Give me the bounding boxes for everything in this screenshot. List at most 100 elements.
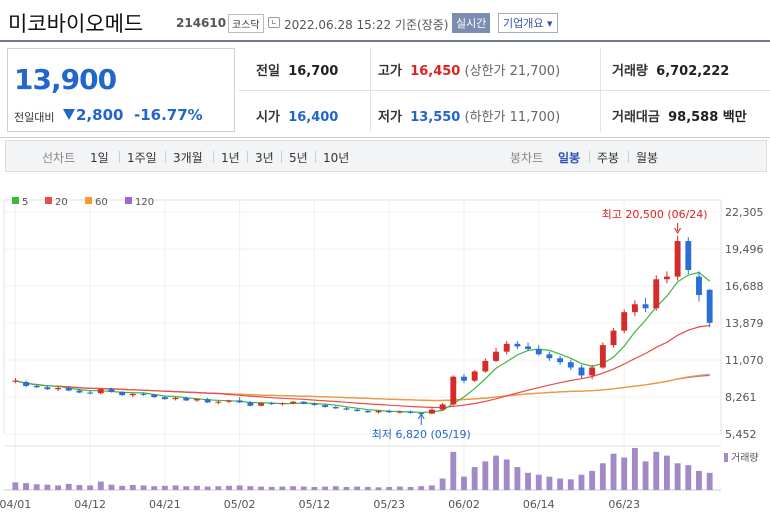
candle-body <box>525 346 532 350</box>
volume-bar <box>364 486 371 490</box>
volume-bar <box>621 457 628 490</box>
candle-body <box>589 367 596 376</box>
candle-body <box>396 411 403 413</box>
candle-body <box>653 279 660 309</box>
volume-bar <box>535 474 542 490</box>
low-annotation: 최저 6,820 (05/19) <box>372 428 471 441</box>
volume-bar <box>450 451 457 490</box>
x-tick-label: 05/23 <box>373 498 405 511</box>
volume-bar <box>290 486 297 490</box>
volume-bar <box>557 478 564 490</box>
candle-body <box>685 241 692 271</box>
timestamp: 2022.06.28 15:22 기준(장중) <box>284 18 449 32</box>
volume-bar <box>642 461 649 490</box>
x-tick-label: 06/14 <box>523 498 555 511</box>
candle-body <box>311 403 318 406</box>
candle-weekly[interactable]: 주봉 <box>597 151 620 165</box>
divider <box>238 90 770 91</box>
high-annotation: 최고 20,500 (06/24) <box>602 208 708 221</box>
volume-bar <box>578 474 585 490</box>
ma-5-line <box>15 271 711 413</box>
x-tick-label: 04/21 <box>149 498 181 511</box>
candle-body <box>364 410 371 413</box>
period-10y[interactable]: 10년 <box>323 151 350 165</box>
period-1w[interactable]: 1주일 <box>127 151 157 165</box>
volume-bar <box>375 487 382 490</box>
separator <box>213 151 214 163</box>
current-price: 13,900 <box>14 63 117 96</box>
y-tick-label: 13,879 <box>725 317 764 330</box>
candle-body <box>236 400 243 403</box>
volume-bar <box>396 486 403 490</box>
volume-bar <box>354 486 361 490</box>
high-arrow-head <box>674 227 682 234</box>
volume-bar <box>482 461 489 490</box>
period-3y[interactable]: 3년 <box>255 151 274 165</box>
volume-label: 거래량 <box>731 452 759 464</box>
candle-body <box>461 376 467 381</box>
candle-body <box>631 304 638 313</box>
volume-bar <box>247 486 254 490</box>
candle-body <box>129 393 136 396</box>
volume-bar <box>161 485 168 490</box>
volume-bar <box>407 486 414 490</box>
volume-bar <box>503 459 510 490</box>
volume-bar <box>653 451 660 490</box>
candle-body <box>546 354 553 359</box>
volume-bar <box>226 485 232 490</box>
high-value: 16,450 <box>410 64 461 79</box>
candle-body <box>428 409 435 414</box>
low-price: 저가 13,550 (하한가 11,700) <box>378 106 560 125</box>
upper-limit: (상한가 21,700) <box>464 64 561 79</box>
separator <box>315 151 316 163</box>
x-tick-label: 05/12 <box>299 498 331 511</box>
volume-bar <box>631 448 638 490</box>
volume-bar <box>204 486 211 490</box>
separator <box>119 151 120 163</box>
volume-bar <box>471 467 478 490</box>
candle-body <box>663 276 670 280</box>
candle-body <box>503 343 510 352</box>
candle-daily[interactable]: 일봉 <box>558 151 581 165</box>
period-1y[interactable]: 1년 <box>221 151 240 165</box>
volume-bar <box>97 481 104 490</box>
open-label: 시가 <box>256 110 280 125</box>
candle-body <box>76 390 83 393</box>
candle-body <box>642 304 649 309</box>
period-1d[interactable]: 1일 <box>90 151 109 165</box>
company-info-dropdown[interactable]: 기업개요 ▾ <box>498 13 558 33</box>
ma-20-line <box>15 324 710 409</box>
candle-body <box>12 380 19 382</box>
volume-bar <box>696 470 702 490</box>
stock-name: 미코바이오메드 <box>8 12 144 36</box>
open-price: 시가 16,400 <box>256 106 338 125</box>
candle-body <box>161 397 168 400</box>
candle-body <box>97 389 104 394</box>
open-value: 16,400 <box>288 110 339 125</box>
separator <box>628 151 629 163</box>
candle-body <box>44 387 51 390</box>
period-3m[interactable]: 3개월 <box>173 151 203 165</box>
period-5y[interactable]: 5년 <box>289 151 308 165</box>
volume-bar <box>428 485 435 490</box>
volume-bar <box>343 486 350 490</box>
x-tick-label: 06/02 <box>448 498 480 511</box>
down-triangle-icon <box>63 109 75 120</box>
candle-body <box>696 276 702 296</box>
volume-bar <box>76 485 83 490</box>
volume-bar <box>589 470 596 490</box>
candle-body <box>258 403 264 406</box>
volume-bar <box>87 485 94 490</box>
volume-bar <box>663 455 670 490</box>
candle-body <box>674 241 681 277</box>
volume-bar <box>300 486 307 490</box>
price-box: 13,900 전일대비 2,800 -16.77% <box>7 48 235 132</box>
volume-bar <box>268 486 275 490</box>
y-tick-label: 22,305 <box>725 206 764 219</box>
trade-amount: 거래대금 98,588 백만 <box>612 106 747 125</box>
candle-monthly[interactable]: 월봉 <box>636 151 659 165</box>
candle-body <box>193 399 200 401</box>
line-chart-label: 선차트 <box>42 151 76 165</box>
realtime-button[interactable]: 실시간 <box>452 13 491 33</box>
